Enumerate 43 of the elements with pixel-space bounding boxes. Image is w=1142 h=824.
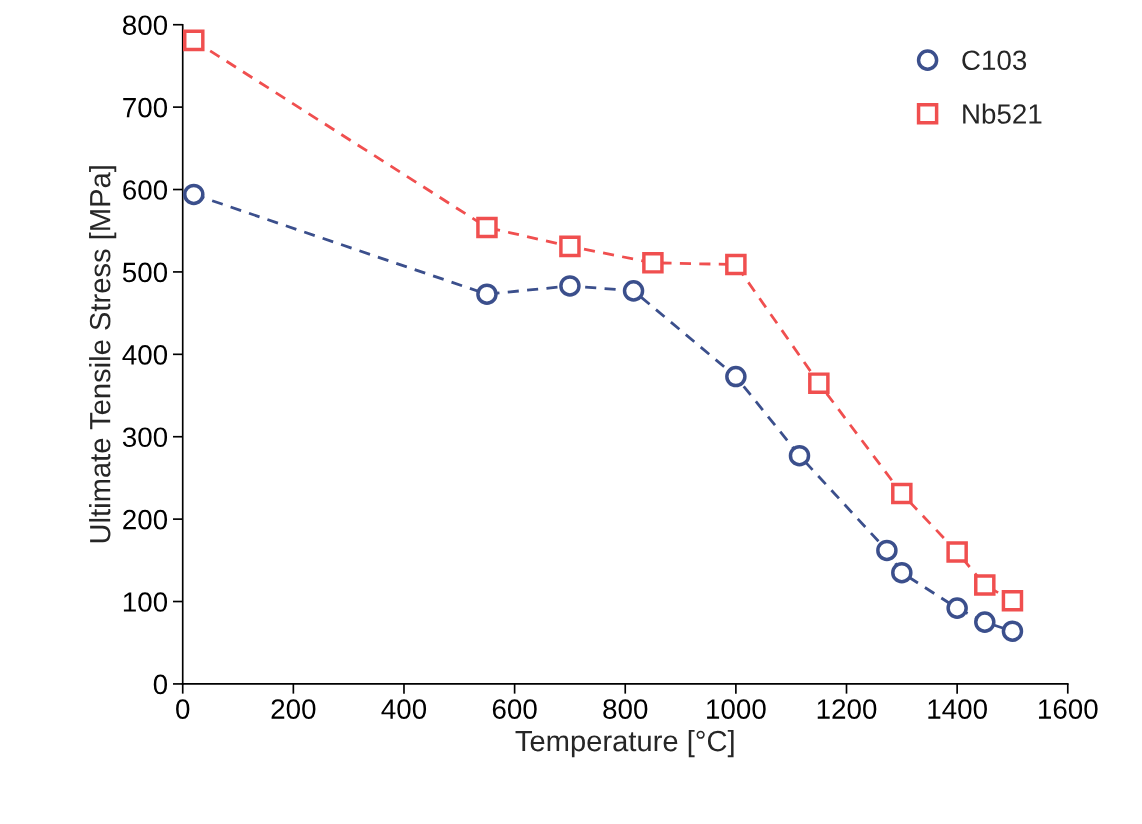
point [559,275,581,297]
point [891,482,913,505]
point [946,597,968,619]
x-axis-title: Temperature [°C] [515,729,734,758]
point [559,235,581,258]
legend-label: Nb521 [963,103,1042,124]
legend-label: C103 [962,50,1027,71]
point [183,183,205,206]
point [1001,620,1024,642]
y-tick-label: 300 [122,427,168,448]
point [808,372,830,394]
x-tick-label: 400 [381,699,427,719]
y-tick-label: 400 [122,344,168,365]
point [725,253,747,276]
x-tick-label: 0 [176,699,190,719]
x-tick-label: 600 [492,699,537,719]
point [622,280,645,302]
point [974,574,996,596]
point [642,252,664,274]
point [725,365,747,388]
point [876,539,898,562]
y-tick-label: 600 [123,180,168,200]
y-tick-label: 200 [123,509,168,530]
point [476,283,498,305]
point [476,216,498,239]
y-tick-label: 0 [153,674,168,695]
x-tick-label: 200 [271,699,316,719]
x-tick-label: 800 [603,699,648,719]
point [183,29,205,52]
point [788,444,811,467]
y-tick-label: 500 [122,262,168,283]
point [891,561,913,584]
x-tick-label: 1400 [928,699,987,719]
y-tick-label: 700 [123,97,168,118]
x-tick-label: 1200 [817,699,877,719]
y-tick-label: 100 [123,592,168,612]
point [946,541,968,563]
y-tick-label: 800 [123,15,168,36]
point [974,611,996,633]
x-tick-label: 1000 [707,699,766,719]
y-axis-title: Ultimate Tensile Stress [MPa] [89,166,117,543]
point [1001,589,1024,612]
x-tick-label: 1600 [1038,699,1098,719]
